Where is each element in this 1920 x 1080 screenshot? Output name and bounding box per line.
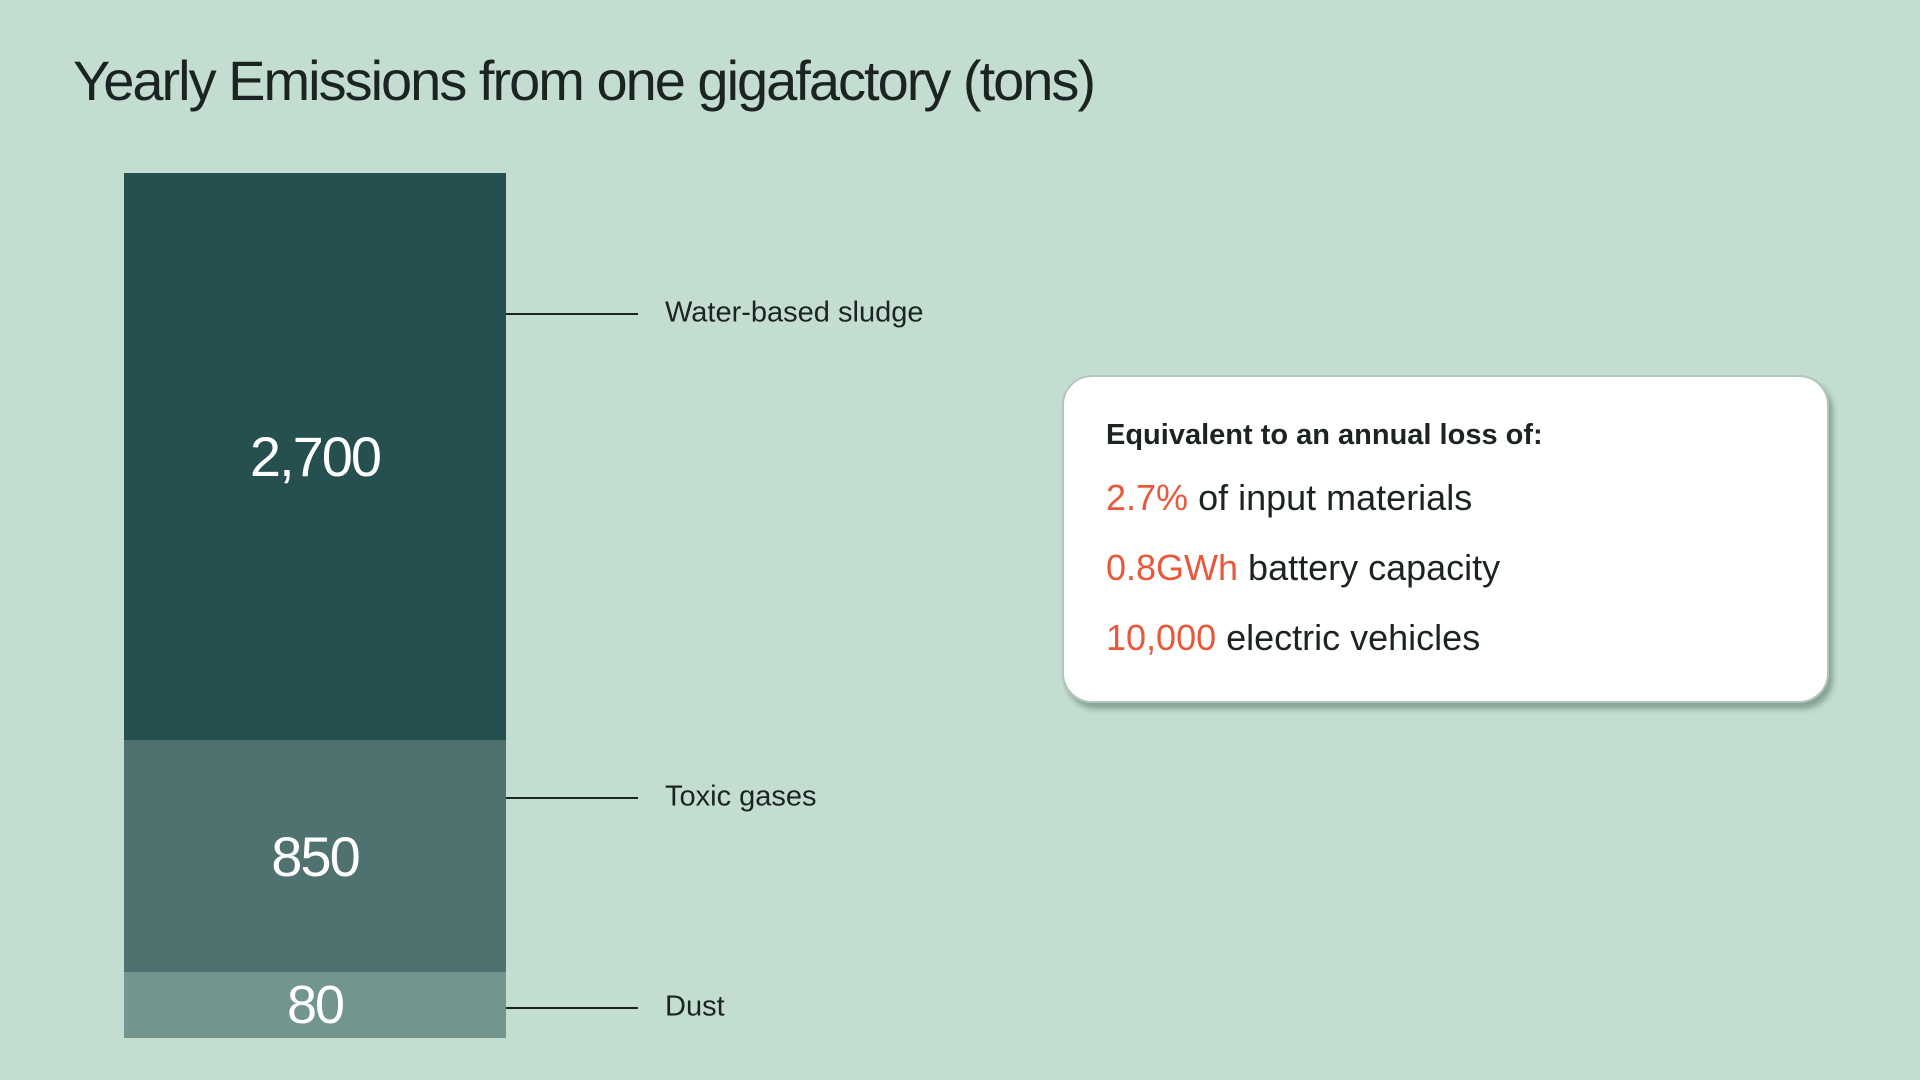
bar-segment-water-based-sludge: 2,700 — [124, 173, 506, 740]
highlight-value: 2.7% — [1106, 477, 1189, 518]
callout-heading: Equivalent to an annual loss of: — [1106, 419, 1543, 451]
callout-row: 2.7% of input materials — [1106, 477, 1472, 519]
category-label: Water-based sludge — [665, 296, 924, 329]
value-label: 80 — [286, 975, 345, 1035]
category-label: Dust — [665, 990, 725, 1023]
highlight-value: 10,000 — [1106, 617, 1217, 658]
highlight-value: 0.8GWh — [1106, 547, 1239, 588]
leader-line — [506, 797, 638, 799]
callout-row: 10,000 electric vehicles — [1106, 617, 1480, 659]
leader-line — [506, 1007, 638, 1009]
value-label: 2,700 — [249, 425, 382, 488]
bar-segment-toxic-gases: 850 — [124, 740, 506, 972]
value-label: 850 — [271, 824, 360, 888]
equivalence-callout: Equivalent to an annual loss of: 2.7% of… — [1062, 375, 1829, 703]
category-label: Toxic gases — [665, 780, 817, 813]
bar-segment-dust: 80 — [124, 972, 506, 1038]
callout-row: 0.8GWh battery capacity — [1106, 547, 1500, 589]
row-text: electric vehicles — [1216, 617, 1481, 658]
chart-title: Yearly Emissions from one gigafactory (t… — [73, 49, 1096, 112]
leader-line — [506, 313, 638, 315]
row-text: of input materials — [1188, 477, 1473, 518]
row-text: battery capacity — [1238, 547, 1501, 588]
